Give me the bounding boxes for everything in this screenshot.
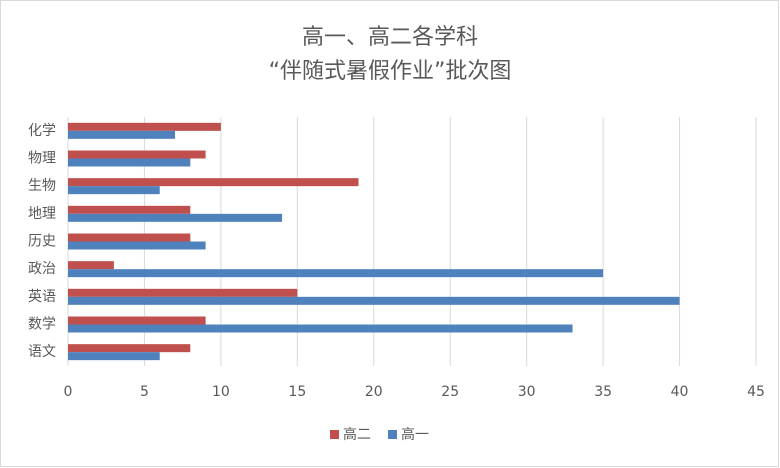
bar: [68, 233, 191, 242]
legend-swatch: [388, 430, 397, 439]
y-tick-label: 历史: [28, 234, 56, 250]
y-tick-label: 数学: [28, 317, 56, 333]
chart-title: “伴随式暑假作业”批次图: [269, 59, 512, 84]
bar: [68, 130, 176, 139]
y-tick-label: 化学: [28, 123, 56, 139]
y-tick-label: 物理: [28, 151, 56, 167]
y-tick-label: 英语: [28, 288, 56, 305]
x-tick-label: 25: [441, 384, 459, 400]
bar: [68, 316, 206, 325]
x-tick-label: 15: [288, 384, 306, 400]
bar: [68, 186, 160, 195]
bar: [68, 269, 604, 278]
bar: [68, 241, 206, 250]
bar: [68, 352, 160, 361]
x-tick-label: 10: [212, 384, 230, 400]
bar: [68, 344, 191, 353]
bar: [68, 158, 191, 167]
bar: [68, 288, 298, 297]
bar: [68, 213, 283, 222]
x-tick-label: 45: [747, 384, 765, 400]
x-tick-label: 40: [671, 384, 689, 400]
x-tick-label: 5: [140, 384, 149, 400]
bar: [68, 261, 114, 270]
bar: [68, 205, 191, 214]
bar: [68, 324, 573, 333]
legend-label: 高二: [343, 426, 371, 443]
legend-label: 高一: [401, 426, 429, 443]
bar: [68, 178, 359, 187]
bar: [68, 150, 206, 159]
chart-title: 高一、高二各学科: [302, 25, 478, 50]
bar: [68, 296, 680, 305]
y-tick-label: 地理: [28, 206, 56, 222]
x-tick-label: 0: [64, 384, 73, 400]
x-tick-label: 20: [365, 384, 383, 400]
y-tick-label: 生物: [28, 178, 56, 194]
x-tick-label: 30: [518, 384, 536, 400]
y-tick-label: 语文: [28, 344, 56, 360]
y-tick-label: 政治: [28, 261, 56, 277]
x-tick-label: 35: [594, 384, 612, 400]
legend-swatch: [330, 430, 339, 439]
bar: [68, 122, 221, 131]
